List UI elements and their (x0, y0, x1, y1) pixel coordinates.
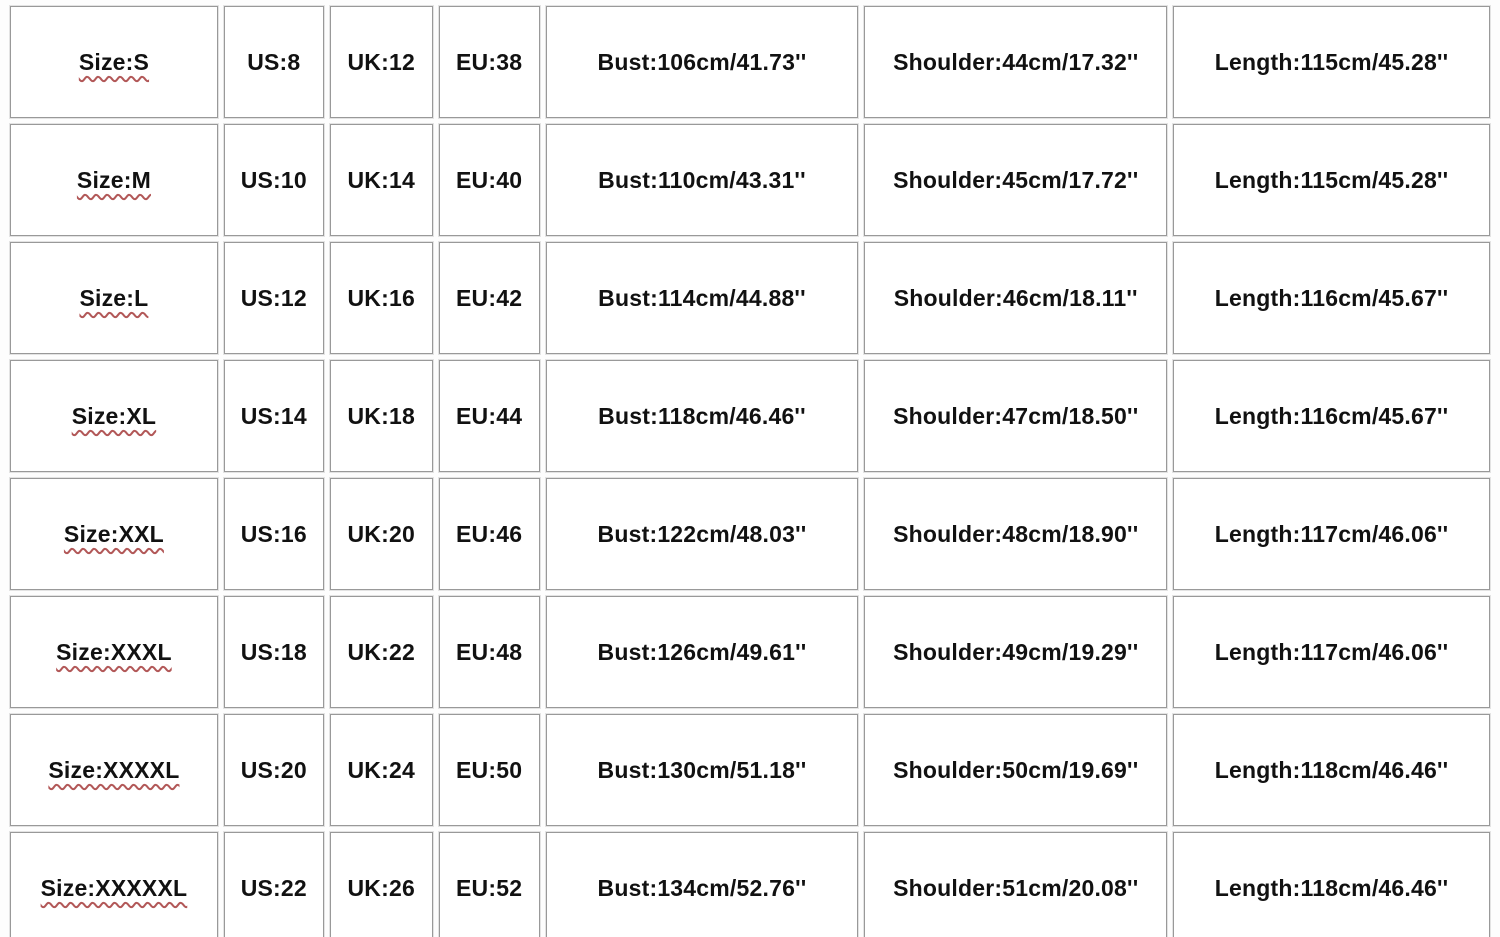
size-cell: Size:XXL (10, 478, 218, 590)
bust-cell: Bust:130cm/51.18'' (545, 714, 859, 826)
shoulder-cell: Shoulder:50cm/19.69'' (864, 714, 1168, 826)
length-cell: Length:116cm/45.67'' (1173, 242, 1490, 354)
length-cell: Length:115cm/45.28'' (1173, 6, 1490, 118)
us-size-cell: US:22 (223, 832, 324, 937)
table-row: Size:XXXL US:18 UK:22 EU:48 Bust:126cm/4… (10, 596, 1490, 708)
eu-size-cell: EU:48 (438, 596, 540, 708)
table-row: Size:XXXXXL US:22 UK:26 EU:52 Bust:134cm… (10, 832, 1490, 937)
shoulder-cell: Shoulder:46cm/18.11'' (864, 242, 1168, 354)
eu-size-cell: EU:44 (438, 360, 540, 472)
eu-size-cell: EU:38 (438, 6, 540, 118)
size-cell: Size:XXXXXL (10, 832, 218, 937)
bust-cell: Bust:106cm/41.73'' (545, 6, 859, 118)
eu-size-cell: EU:52 (438, 832, 540, 937)
bust-cell: Bust:114cm/44.88'' (545, 242, 859, 354)
table-row: Size:XXL US:16 UK:20 EU:46 Bust:122cm/48… (10, 478, 1490, 590)
us-size-cell: US:12 (223, 242, 324, 354)
bust-cell: Bust:118cm/46.46'' (545, 360, 859, 472)
us-size-cell: US:14 (223, 360, 324, 472)
bust-cell: Bust:110cm/43.31'' (545, 124, 859, 236)
table-row: Size:S US:8 UK:12 EU:38 Bust:106cm/41.73… (10, 6, 1490, 118)
eu-size-cell: EU:40 (438, 124, 540, 236)
bust-cell: Bust:134cm/52.76'' (545, 832, 859, 937)
uk-size-cell: UK:22 (329, 596, 433, 708)
us-size-cell: US:20 (223, 714, 324, 826)
uk-size-cell: UK:26 (329, 832, 433, 937)
length-cell: Length:115cm/45.28'' (1173, 124, 1490, 236)
uk-size-cell: UK:18 (329, 360, 433, 472)
eu-size-cell: EU:50 (438, 714, 540, 826)
uk-size-cell: UK:12 (329, 6, 433, 118)
length-cell: Length:118cm/46.46'' (1173, 714, 1490, 826)
size-chart-table: Size:S US:8 UK:12 EU:38 Bust:106cm/41.73… (4, 0, 1496, 937)
us-size-cell: US:10 (223, 124, 324, 236)
table-row: Size:L US:12 UK:16 EU:42 Bust:114cm/44.8… (10, 242, 1490, 354)
shoulder-cell: Shoulder:44cm/17.32'' (864, 6, 1168, 118)
us-size-cell: US:18 (223, 596, 324, 708)
size-cell: Size:L (10, 242, 218, 354)
size-cell: Size:M (10, 124, 218, 236)
eu-size-cell: EU:42 (438, 242, 540, 354)
shoulder-cell: Shoulder:51cm/20.08'' (864, 832, 1168, 937)
table-row: Size:XL US:14 UK:18 EU:44 Bust:118cm/46.… (10, 360, 1490, 472)
length-cell: Length:117cm/46.06'' (1173, 478, 1490, 590)
length-cell: Length:117cm/46.06'' (1173, 596, 1490, 708)
bust-cell: Bust:122cm/48.03'' (545, 478, 859, 590)
table-row: Size:XXXXL US:20 UK:24 EU:50 Bust:130cm/… (10, 714, 1490, 826)
shoulder-cell: Shoulder:45cm/17.72'' (864, 124, 1168, 236)
uk-size-cell: UK:14 (329, 124, 433, 236)
length-cell: Length:118cm/46.46'' (1173, 832, 1490, 937)
uk-size-cell: UK:24 (329, 714, 433, 826)
eu-size-cell: EU:46 (438, 478, 540, 590)
shoulder-cell: Shoulder:48cm/18.90'' (864, 478, 1168, 590)
size-cell: Size:XL (10, 360, 218, 472)
bust-cell: Bust:126cm/49.61'' (545, 596, 859, 708)
size-cell: Size:XXXL (10, 596, 218, 708)
us-size-cell: US:16 (223, 478, 324, 590)
uk-size-cell: UK:16 (329, 242, 433, 354)
us-size-cell: US:8 (223, 6, 324, 118)
length-cell: Length:116cm/45.67'' (1173, 360, 1490, 472)
size-cell: Size:XXXXL (10, 714, 218, 826)
uk-size-cell: UK:20 (329, 478, 433, 590)
shoulder-cell: Shoulder:49cm/19.29'' (864, 596, 1168, 708)
shoulder-cell: Shoulder:47cm/18.50'' (864, 360, 1168, 472)
size-cell: Size:S (10, 6, 218, 118)
table-row: Size:M US:10 UK:14 EU:40 Bust:110cm/43.3… (10, 124, 1490, 236)
